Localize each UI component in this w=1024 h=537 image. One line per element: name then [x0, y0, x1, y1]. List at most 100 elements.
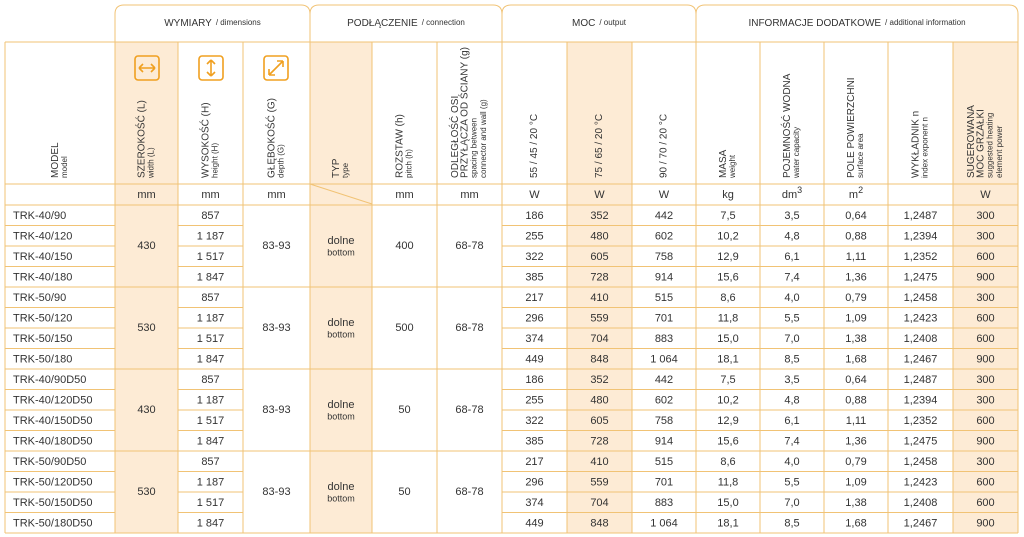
unit-superscript: 2: [858, 185, 863, 195]
column-label: 75 / 65 / 20 °C: [594, 114, 605, 178]
merged-cell: 83-93: [262, 404, 290, 416]
group-header: INFORMACJE DODATKOWE / additional informa…: [748, 18, 965, 29]
cell: 186: [525, 374, 543, 386]
merged-cell: 68-78: [455, 240, 483, 252]
cell: TRK-50/120: [13, 313, 72, 325]
type-cell-sub: bottom: [327, 247, 355, 257]
cell: 701: [655, 477, 673, 489]
merged-cell: 430: [137, 240, 155, 252]
cell: 605: [590, 415, 608, 427]
cell: 442: [655, 210, 673, 222]
column-sublabel: height (H): [210, 143, 219, 178]
cell: 442: [655, 374, 673, 386]
group-header-box: [695, 4, 1019, 42]
column-sublabel: index exponent n: [920, 117, 929, 178]
merged-cell: 400: [395, 240, 413, 252]
group-title: WYMIARY: [164, 18, 212, 29]
type-cell: dolne: [328, 235, 355, 247]
group-header-box: [309, 4, 503, 42]
cell: 0,64: [845, 210, 866, 222]
cell: 10,2: [717, 231, 738, 243]
cell: 1 064: [650, 354, 678, 366]
cell: TRK-40/150: [13, 251, 72, 263]
cell: 559: [590, 477, 608, 489]
cell: TRK-40/180D50: [13, 436, 93, 448]
cell: TRK-50/150D50: [13, 497, 93, 509]
cell: 217: [525, 292, 543, 304]
cell: 1,2352: [904, 251, 938, 263]
cell: 410: [590, 456, 608, 468]
merged-cell: 430: [137, 404, 155, 416]
group-header-box: [114, 4, 311, 42]
cell: 1,2408: [904, 333, 938, 345]
merged-cell: 530: [137, 322, 155, 334]
cell: 1,2487: [904, 374, 938, 386]
cell: 5,5: [784, 477, 799, 489]
cell: 728: [590, 272, 608, 284]
cell: TRK-50/90D50: [13, 456, 86, 468]
icon-depth-arrow: [268, 60, 284, 76]
cell: 480: [590, 231, 608, 243]
merged-cell: 50: [398, 404, 410, 416]
cell: 883: [655, 497, 673, 509]
cell: 0,79: [845, 456, 866, 468]
cell: 322: [525, 251, 543, 263]
cell: 1,2423: [904, 477, 938, 489]
cell: 1,2352: [904, 415, 938, 427]
cell: 300: [976, 374, 994, 386]
cell: TRK-40/150D50: [13, 415, 93, 427]
cell: 1,09: [845, 477, 866, 489]
merged-cell: 68-78: [455, 404, 483, 416]
cell: 704: [590, 333, 608, 345]
group-subtitle: / connection: [422, 18, 465, 27]
cell: 559: [590, 313, 608, 325]
cell: 8,6: [720, 292, 735, 304]
cell: TRK-40/90: [13, 210, 66, 222]
cell: 8,6: [720, 456, 735, 468]
column-sublabel: water capacity: [792, 127, 801, 179]
merged-cell: 530: [137, 486, 155, 498]
column-label: ROZSTAW (h): [394, 114, 405, 178]
cell: 449: [525, 354, 543, 366]
unit: W: [594, 189, 605, 201]
cell: 1 847: [197, 354, 225, 366]
column-label: SZEROKOŚĆ (L): [134, 100, 147, 178]
column-sublabel: surface area: [856, 133, 865, 178]
cell: 15,0: [717, 497, 738, 509]
icon-width-arrow: [138, 63, 156, 73]
cell: 600: [976, 313, 994, 325]
cell: 600: [976, 251, 994, 263]
cell: 7,0: [784, 333, 799, 345]
cell: 385: [525, 436, 543, 448]
cell: 12,9: [717, 415, 738, 427]
column-label: POLE POWIERZCHNI: [846, 77, 857, 178]
cell: 848: [590, 354, 608, 366]
merged-cell: 500: [395, 322, 413, 334]
group-subtitle: / output: [599, 18, 626, 27]
cell: 4,8: [784, 395, 799, 407]
cell: TRK-50/120D50: [13, 477, 93, 489]
cell: 728: [590, 436, 608, 448]
merged-cell: 83-93: [262, 322, 290, 334]
column-label: SUGEROWANA: [966, 105, 977, 178]
cell: 3,5: [784, 374, 799, 386]
column-label: ODLEGŁOŚĆ OSI: [448, 96, 461, 178]
cell: 1,2458: [904, 456, 938, 468]
cell: 1,2458: [904, 292, 938, 304]
cell: 515: [655, 292, 673, 304]
cell: 758: [655, 415, 673, 427]
cell: 18,1: [717, 354, 738, 366]
unit: mm: [201, 189, 219, 201]
column-label: 55 / 45 / 20 °C: [529, 114, 540, 178]
cell: 701: [655, 313, 673, 325]
cell: 300: [976, 456, 994, 468]
group-header: MOC / output: [572, 18, 627, 29]
cell: 900: [976, 436, 994, 448]
cell: 857: [201, 210, 219, 222]
cell: 4,0: [784, 292, 799, 304]
column-label: WYSOKOŚĆ (H): [198, 102, 211, 178]
merged-cell: 83-93: [262, 486, 290, 498]
cell: 1 517: [197, 333, 225, 345]
cell: 3,5: [784, 210, 799, 222]
cell: 410: [590, 292, 608, 304]
